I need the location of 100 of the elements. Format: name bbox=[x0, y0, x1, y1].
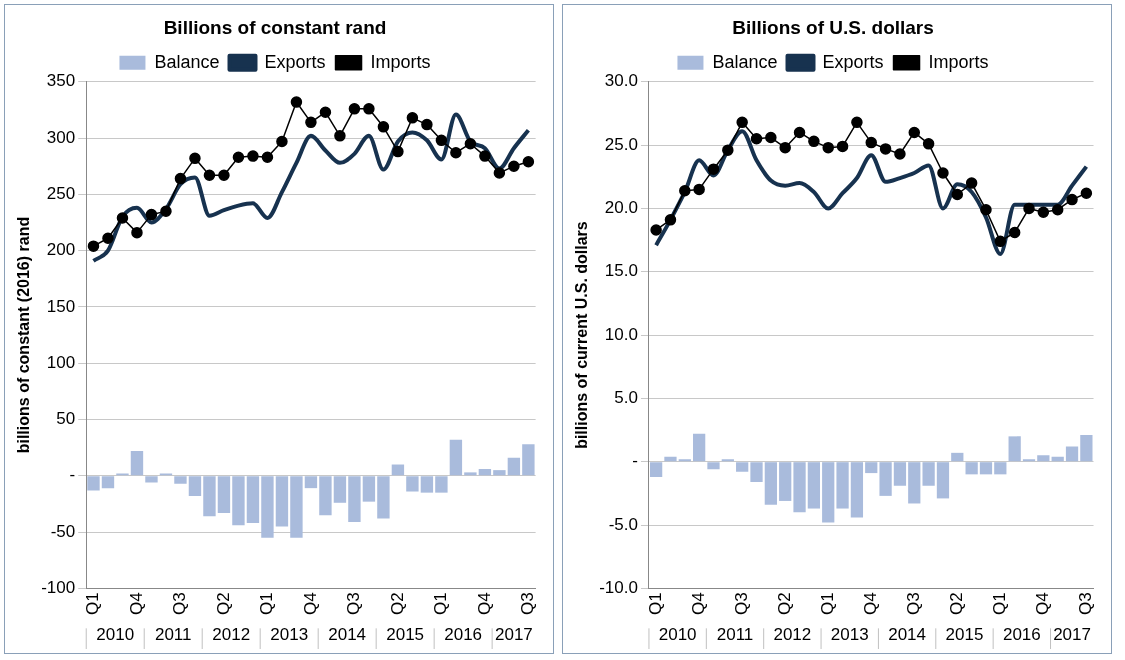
bar bbox=[965, 462, 978, 475]
point bbox=[421, 118, 433, 131]
point bbox=[980, 203, 992, 216]
y-tick-label: 300 bbox=[46, 127, 76, 147]
bar bbox=[1008, 436, 1021, 462]
point bbox=[348, 103, 361, 115]
point bbox=[779, 141, 791, 154]
point bbox=[145, 208, 158, 221]
y-tick-label: -50 bbox=[50, 521, 76, 541]
bar bbox=[850, 462, 864, 518]
legend-label: Imports bbox=[370, 51, 431, 72]
bar bbox=[721, 459, 734, 462]
point bbox=[392, 145, 404, 158]
y-tick-label: -10.0 bbox=[599, 578, 638, 598]
bar bbox=[865, 462, 878, 474]
point bbox=[765, 131, 777, 144]
bar bbox=[994, 462, 1007, 475]
bar bbox=[951, 452, 964, 462]
bar bbox=[908, 462, 921, 504]
bar bbox=[464, 472, 477, 476]
bar bbox=[87, 476, 100, 491]
point bbox=[261, 151, 274, 163]
point bbox=[664, 214, 677, 226]
point bbox=[1023, 202, 1035, 215]
bar bbox=[145, 476, 158, 483]
bar bbox=[922, 462, 935, 486]
bar bbox=[507, 457, 521, 476]
bar bbox=[764, 462, 777, 505]
bar bbox=[664, 456, 677, 462]
bar bbox=[693, 433, 706, 462]
y-tick-label: -100 bbox=[41, 578, 76, 598]
y-axis-title: billions of current U.S. dollars bbox=[573, 221, 591, 449]
text: 2012 bbox=[773, 624, 812, 644]
bar bbox=[246, 476, 260, 524]
bar bbox=[406, 476, 419, 492]
y-tick-label: 5.0 bbox=[614, 388, 638, 408]
text: 2013 bbox=[270, 624, 309, 644]
bar bbox=[377, 476, 390, 519]
bar bbox=[807, 462, 821, 509]
point bbox=[479, 150, 491, 162]
point bbox=[922, 138, 935, 150]
x-tick-label: Q2 bbox=[946, 592, 966, 616]
bar bbox=[649, 462, 663, 477]
point bbox=[736, 116, 748, 129]
bar bbox=[275, 476, 289, 527]
text: 2014 bbox=[328, 624, 367, 644]
bar bbox=[678, 459, 691, 462]
bar bbox=[822, 462, 835, 523]
bar bbox=[174, 476, 187, 484]
bar bbox=[420, 476, 434, 493]
y-tick-label: 350 bbox=[46, 71, 76, 91]
bar bbox=[793, 462, 806, 513]
point bbox=[131, 226, 143, 239]
x-tick-label: Q3 bbox=[1076, 592, 1096, 616]
x-tick-label: Q1 bbox=[83, 592, 103, 616]
bar bbox=[217, 476, 231, 513]
text: 2010 bbox=[658, 624, 697, 644]
chart-title: Billions of U.S. dollars bbox=[732, 16, 934, 38]
point bbox=[994, 235, 1007, 248]
y-tick-label: 25.0 bbox=[604, 134, 638, 154]
bar bbox=[333, 476, 347, 503]
point bbox=[305, 116, 317, 129]
bar bbox=[101, 476, 115, 489]
point bbox=[1080, 187, 1093, 199]
point bbox=[116, 212, 129, 224]
text: 2017 bbox=[494, 624, 533, 644]
chart-title: Billions of constant rand bbox=[163, 16, 387, 38]
bar bbox=[522, 444, 535, 476]
text: 2016 bbox=[444, 624, 483, 644]
y-tick-label: 250 bbox=[46, 184, 76, 204]
point bbox=[707, 163, 720, 175]
bar bbox=[893, 462, 907, 486]
point bbox=[879, 143, 892, 155]
y-tick-label: - bbox=[632, 451, 638, 471]
x-tick-label: Q4 bbox=[860, 592, 880, 616]
y-tick-label: 10.0 bbox=[604, 324, 638, 344]
legend-label: Balance bbox=[154, 51, 220, 72]
point bbox=[247, 150, 259, 162]
point bbox=[160, 205, 172, 217]
bar bbox=[319, 476, 332, 516]
bar bbox=[449, 439, 463, 476]
point bbox=[894, 148, 906, 160]
bar bbox=[130, 451, 144, 476]
text: 2017 bbox=[1053, 624, 1091, 644]
text: 2011 bbox=[716, 624, 754, 644]
y-tick-label: 20.0 bbox=[604, 198, 638, 218]
bar bbox=[936, 462, 950, 499]
x-tick-label: Q4 bbox=[474, 592, 494, 616]
x-tick-label: Q2 bbox=[774, 592, 794, 616]
point bbox=[679, 184, 691, 197]
point bbox=[793, 126, 806, 139]
bar bbox=[435, 476, 448, 493]
legend-label: Balance bbox=[712, 51, 778, 72]
bar bbox=[1022, 459, 1036, 462]
point bbox=[836, 140, 849, 153]
point bbox=[522, 155, 535, 168]
x-tick-label: Q3 bbox=[344, 592, 364, 616]
y-tick-label: - bbox=[69, 465, 76, 485]
text: 2010 bbox=[96, 624, 135, 644]
x-tick-label: Q3 bbox=[518, 592, 538, 616]
